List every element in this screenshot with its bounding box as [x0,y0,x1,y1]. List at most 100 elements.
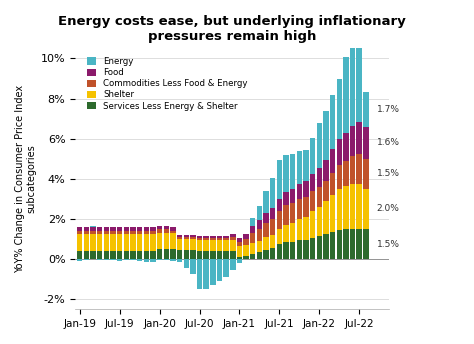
Bar [197,236,202,238]
Bar [217,259,222,281]
Bar [237,238,242,243]
Bar [343,161,349,186]
Bar [350,126,356,156]
Bar [237,259,242,263]
Bar [277,211,282,229]
Bar [183,235,189,237]
Bar [283,205,289,225]
Bar [137,259,142,261]
Bar [337,139,342,165]
Bar [243,245,249,256]
Bar [277,244,282,259]
Bar [104,251,109,259]
Bar [343,133,349,161]
Bar [356,45,362,121]
Bar [164,226,169,229]
Bar [77,234,82,251]
Bar [144,251,149,259]
Bar [297,184,302,199]
Bar [157,249,162,259]
Bar [157,233,162,249]
Bar [297,151,302,184]
Bar [290,203,295,223]
Bar [197,238,202,240]
Bar [303,181,309,197]
Bar [183,250,189,259]
Bar [190,250,196,259]
Bar [157,226,162,229]
Bar [110,251,116,259]
Bar [343,56,349,133]
Bar [84,251,89,259]
Bar [270,208,275,219]
Bar [290,154,295,189]
Bar [197,251,202,259]
Bar [130,234,136,251]
Bar [164,259,169,260]
Bar [177,235,182,237]
Bar [84,227,89,230]
Bar [124,259,129,260]
Bar [323,181,328,201]
Bar [210,236,216,238]
Bar [190,259,196,274]
Bar [264,250,269,259]
Bar [323,111,328,160]
Bar [170,227,176,230]
Bar [310,191,315,211]
Bar [217,238,222,240]
Bar [210,259,216,285]
Bar [317,168,322,187]
Bar [104,259,109,260]
Bar [110,227,116,230]
Bar [183,259,189,268]
Bar [270,248,275,259]
Bar [150,234,155,251]
Bar [104,227,109,230]
Bar [363,93,369,127]
Bar [317,207,322,236]
Bar [157,259,162,260]
Bar [137,227,142,230]
Bar [97,259,102,260]
Bar [91,234,96,251]
Text: 1.7%: 1.7% [376,105,400,114]
Bar [144,227,149,230]
Bar [77,230,82,234]
Text: 1.5%: 1.5% [376,169,400,178]
Bar [250,254,255,259]
Bar [97,230,102,234]
Bar [130,259,136,260]
Bar [223,238,229,240]
Bar [277,229,282,244]
Bar [356,154,362,184]
Bar [223,236,229,238]
Y-axis label: YoY% Change in Consumer Price Index
subcategories: YoY% Change in Consumer Price Index subc… [15,85,36,273]
Bar [150,230,155,234]
Bar [84,234,89,251]
Bar [264,191,269,213]
Bar [104,234,109,251]
Bar [330,195,335,232]
Text: 1.6%: 1.6% [376,138,400,147]
Bar [264,213,269,223]
Bar [317,236,322,259]
Bar [144,230,149,234]
Bar [270,219,275,235]
Bar [77,259,82,261]
Bar [117,234,122,251]
Bar [250,226,255,233]
Bar [250,243,255,254]
Bar [223,251,229,259]
Bar [363,127,369,159]
Bar [323,201,328,234]
Bar [337,189,342,230]
Bar [223,259,229,277]
Bar [77,227,82,230]
Bar [177,239,182,250]
Bar [237,257,242,259]
Bar [277,199,282,211]
Bar [290,223,295,242]
Bar [337,79,342,139]
Bar [243,239,249,245]
